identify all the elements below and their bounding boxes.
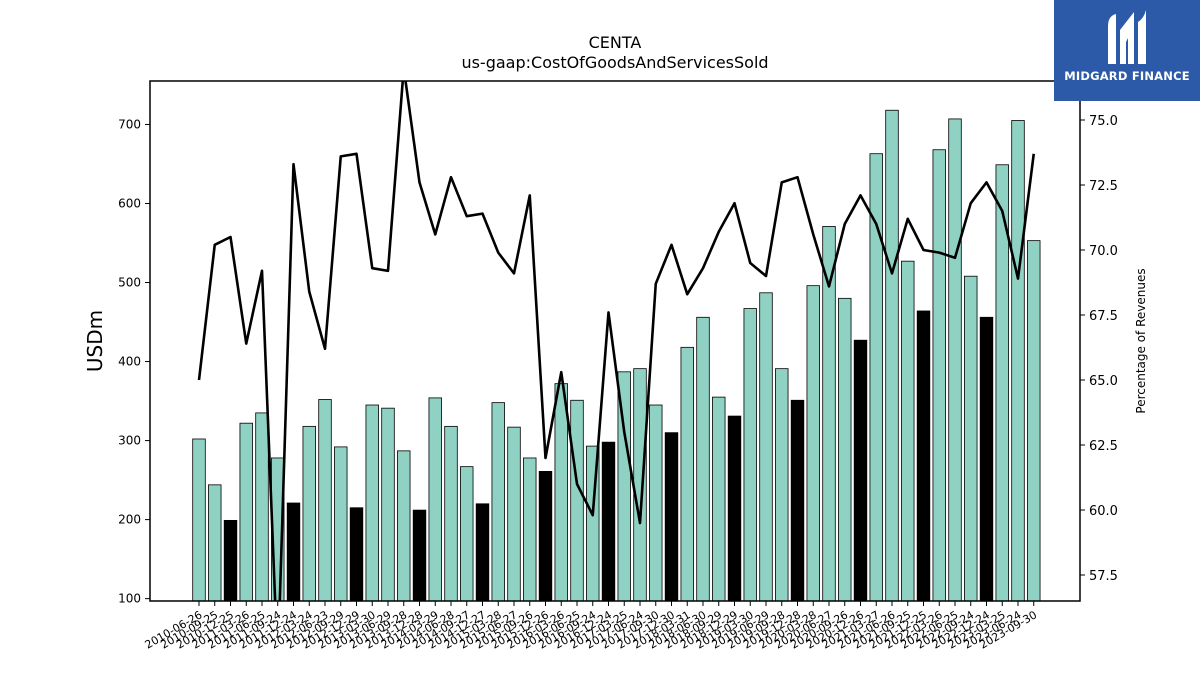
bar-6	[286, 502, 301, 601]
bar-49	[964, 275, 978, 601]
bar-11	[365, 404, 379, 601]
y2-tick-label-7: 75.0	[1089, 114, 1118, 129]
bar-3	[239, 422, 253, 601]
bar-38	[790, 399, 805, 601]
bar-40	[822, 226, 836, 601]
bar-2	[223, 519, 238, 601]
logo-box: MIDGARD FINANCE	[1054, 0, 1200, 101]
y2-tick-label-5: 70.0	[1089, 244, 1118, 259]
chart-title: CENTA	[589, 33, 642, 52]
bar-28	[633, 368, 647, 601]
percentage-line	[197, 81, 1036, 601]
bar-17	[460, 466, 474, 601]
bar-9	[334, 446, 348, 601]
bars-group	[192, 109, 1041, 601]
logo-text: MIDGARD FINANCE	[1064, 69, 1190, 83]
axes-group: 100 200 300 400 500 600 700 57.5 60.0 62.5 65.0 67.…	[118, 80, 1118, 652]
bar-19	[491, 402, 505, 601]
chart-subtitle: us-gaap:CostOfGoodsAndServicesSold	[461, 53, 768, 72]
bar-52	[1011, 120, 1025, 601]
bar-42	[853, 339, 868, 601]
bar-48	[948, 118, 962, 601]
line-layer	[197, 81, 1036, 601]
bar-35	[743, 308, 757, 601]
bar-8	[318, 399, 332, 601]
bar-51	[995, 164, 1009, 601]
bar-20	[507, 426, 521, 601]
bar-18	[475, 503, 490, 601]
y-tick-label-0: 100	[118, 592, 141, 606]
y2-tick-label-2: 62.5	[1089, 439, 1118, 454]
bar-30	[664, 432, 679, 601]
bar-27	[617, 371, 631, 601]
bar-10	[349, 507, 364, 601]
bar-23	[554, 383, 568, 601]
bar-34	[727, 415, 742, 601]
y-axis-label: USDm	[83, 310, 107, 372]
bar-24	[570, 399, 584, 601]
y2-tick-label-3: 65.0	[1089, 374, 1118, 389]
plot-frame	[149, 80, 1081, 602]
bar-26	[601, 441, 616, 601]
y-tick-label-5: 600	[118, 196, 141, 210]
y2-tick-label-6: 72.5	[1089, 179, 1118, 194]
y-tick-label-6: 700	[118, 117, 141, 131]
y2-tick-label-0: 57.5	[1089, 569, 1118, 584]
logo-mark-icon	[1108, 10, 1146, 64]
y-tick-label-4: 500	[118, 276, 141, 290]
bar-37	[775, 368, 789, 601]
bar-47	[932, 149, 946, 601]
y2-tick-label-1: 60.0	[1089, 504, 1118, 519]
bar-45	[901, 260, 915, 601]
bar-21	[523, 457, 537, 601]
y-tick-label-1: 200	[118, 513, 141, 527]
bar-4	[255, 412, 269, 601]
bar-15	[428, 397, 442, 601]
y2-tick-label-4: 67.5	[1089, 309, 1118, 324]
bar-43	[869, 153, 883, 601]
bar-39	[806, 285, 820, 601]
bar-36	[759, 292, 773, 601]
bar-14	[412, 509, 427, 601]
y2-axis-label: Percentage of Revenues	[1134, 268, 1148, 413]
bar-32	[696, 316, 710, 601]
bar-12	[381, 407, 395, 601]
bar-13	[397, 450, 411, 601]
bar-44	[885, 109, 899, 601]
bar-33	[712, 396, 726, 601]
bar-53	[1027, 240, 1041, 601]
bar-31	[680, 346, 694, 601]
bar-22	[538, 470, 553, 601]
bar-16	[444, 425, 458, 601]
bar-50	[979, 316, 994, 601]
bar-1	[208, 484, 222, 601]
bar-29	[649, 404, 663, 601]
y-tick-label-2: 300	[118, 434, 141, 448]
bar-41	[838, 297, 852, 601]
bar-46	[916, 310, 931, 601]
y-tick-label-3: 400	[118, 355, 141, 369]
bar-7	[302, 425, 316, 601]
bar-0	[192, 438, 206, 601]
